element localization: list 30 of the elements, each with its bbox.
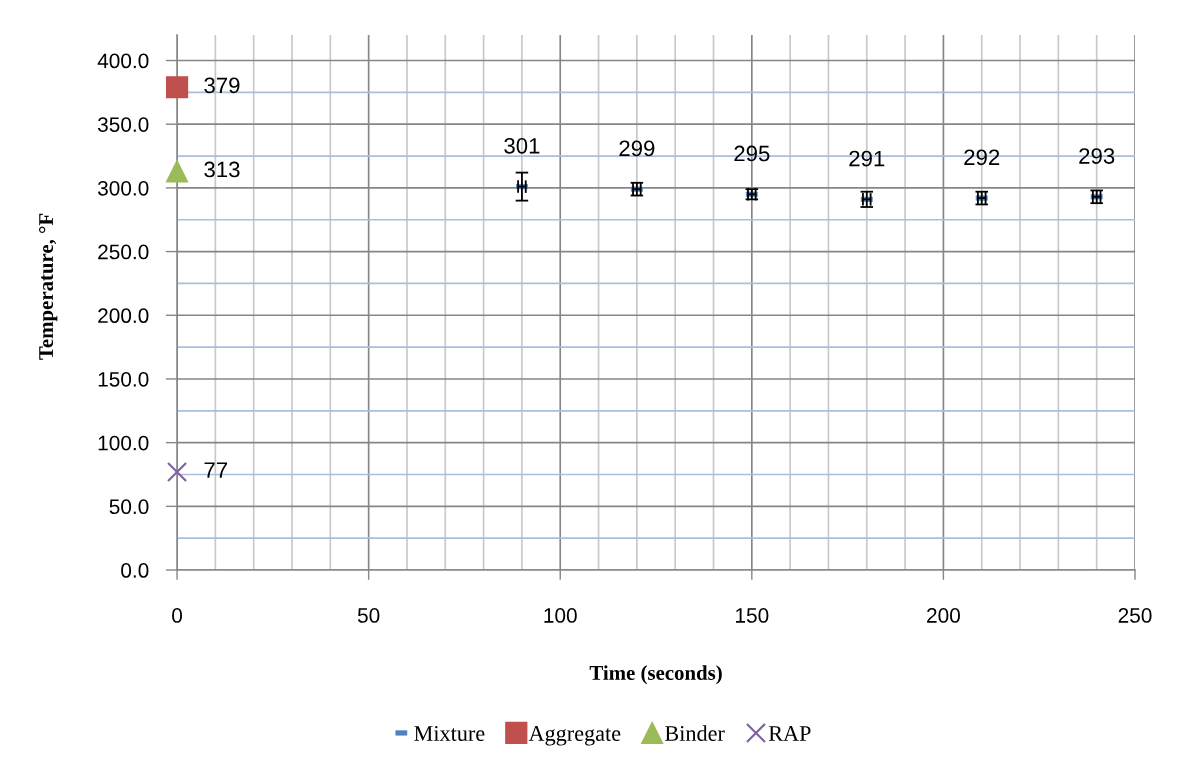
data-label: 313: [204, 161, 240, 178]
legend-label: Aggregate: [528, 726, 621, 746]
y-tick-label: 150.0: [98, 371, 149, 387]
x-tick-label: 150: [736, 608, 769, 623]
x-tick-label: 250: [1118, 608, 1152, 623]
data-label: 299: [619, 140, 655, 157]
data-label: 293: [1079, 148, 1115, 164]
legend-label: RAP: [768, 726, 811, 741]
y-tick-label: 350.0: [97, 117, 149, 132]
y-tick-label: 400.0: [97, 53, 149, 69]
legend-label: Binder: [665, 725, 725, 741]
x-tick-label: 200: [927, 608, 960, 623]
data-label: 291: [849, 150, 885, 167]
data-label: 379: [204, 77, 240, 94]
data-label: 292: [964, 149, 1000, 166]
data-label: 301: [504, 137, 540, 154]
y-axis-title: Temperature, °F: [39, 213, 58, 360]
x-axis-title: Time (seconds): [589, 665, 722, 685]
y-tick-label: 100.0: [98, 435, 149, 451]
y-tick-label: 250.0: [98, 244, 149, 260]
y-tick-label: 50.0: [109, 499, 149, 515]
y-tick-label: 0.0: [121, 563, 149, 578]
y-tick-label: 200.0: [98, 308, 149, 324]
x-tick-label: 100: [544, 608, 577, 623]
data-label: 295: [734, 145, 770, 162]
x-tick-label: 50: [357, 608, 380, 623]
legend-label: Mixture: [414, 726, 485, 741]
x-tick-label: 0: [172, 608, 183, 623]
data-label: 77: [204, 462, 228, 478]
y-tick-label: 300.0: [97, 180, 149, 196]
